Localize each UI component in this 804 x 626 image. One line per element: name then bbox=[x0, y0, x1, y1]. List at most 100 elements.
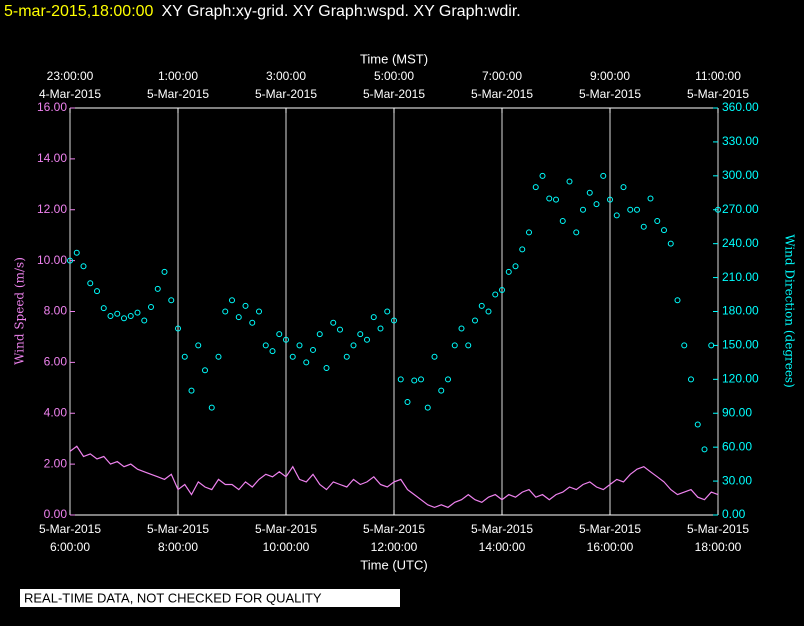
y-tick-label: 12.00 bbox=[37, 202, 67, 216]
series-point bbox=[472, 317, 478, 324]
series-point bbox=[566, 178, 573, 185]
x2-axis-title: Time (MST) bbox=[360, 51, 428, 66]
series-point bbox=[715, 206, 721, 213]
series-point bbox=[175, 325, 181, 332]
series-point bbox=[701, 446, 708, 453]
series-line bbox=[69, 445, 719, 509]
series-point bbox=[343, 353, 350, 360]
series-point bbox=[613, 212, 620, 219]
y-axis-title: Wind Speed (m/s) bbox=[13, 257, 27, 365]
y2-tick-label: 60.00 bbox=[722, 439, 752, 453]
series-point bbox=[256, 308, 262, 315]
series-point bbox=[364, 336, 370, 343]
series-point bbox=[485, 308, 492, 315]
series-point bbox=[505, 268, 512, 275]
series-point bbox=[127, 313, 134, 320]
y2-tick-label: 90.00 bbox=[722, 405, 752, 419]
series-point bbox=[620, 184, 627, 191]
header-time: 5-mar-2015,18:00:00 bbox=[4, 3, 154, 20]
series-point bbox=[67, 257, 73, 264]
series-point bbox=[546, 195, 553, 202]
series-point bbox=[634, 206, 640, 213]
x2-tick-date: 5-Mar-2015 bbox=[687, 87, 749, 101]
x-tick-date: 5-Mar-2015 bbox=[579, 522, 641, 536]
series-point bbox=[681, 342, 688, 349]
x2-tick-date: 5-Mar-2015 bbox=[471, 87, 533, 101]
series-point bbox=[330, 319, 337, 326]
series-point bbox=[168, 297, 175, 304]
series-point bbox=[418, 376, 424, 383]
x-tick-label: 16:00:00 bbox=[587, 540, 634, 554]
series-point bbox=[384, 308, 391, 315]
series-point bbox=[607, 196, 613, 203]
x-tick-date: 5-Mar-2015 bbox=[471, 522, 533, 536]
y2-tick-label: 300.00 bbox=[722, 168, 759, 182]
series-point bbox=[580, 206, 586, 213]
series-point bbox=[667, 240, 674, 247]
series-point bbox=[458, 325, 465, 332]
series-point bbox=[269, 348, 276, 355]
series-point bbox=[235, 314, 242, 321]
series-point bbox=[154, 285, 161, 292]
series-point bbox=[499, 287, 505, 294]
x-tick-date: 5-Mar-2015 bbox=[147, 522, 209, 536]
series-point bbox=[694, 421, 701, 428]
y2-tick-label: 240.00 bbox=[722, 236, 759, 250]
series-point bbox=[283, 336, 289, 343]
note: REAL-TIME DATA, NOT CHECKED FOR QUALITY bbox=[24, 590, 322, 605]
series-point bbox=[424, 404, 431, 411]
series-point bbox=[249, 319, 256, 326]
series-point bbox=[161, 268, 168, 275]
header: 5-mar-2015,18:00:00 XY Graph:xy-grid. XY … bbox=[4, 3, 521, 20]
series-point bbox=[377, 325, 384, 332]
series-point bbox=[357, 331, 364, 338]
y2-tick-label: 210.00 bbox=[722, 270, 759, 284]
y2-tick-label: 30.00 bbox=[722, 473, 752, 487]
series-point bbox=[316, 331, 323, 338]
y-tick-label: 14.00 bbox=[37, 151, 67, 165]
series-point bbox=[688, 376, 694, 383]
x2-tick-label: 3:00:00 bbox=[266, 69, 306, 83]
series-point bbox=[148, 303, 154, 310]
x2-tick-label: 23:00:00 bbox=[47, 69, 94, 83]
series-point bbox=[647, 195, 654, 202]
x2-tick-label: 1:00:00 bbox=[158, 69, 198, 83]
y-tick-label: 0.00 bbox=[44, 507, 68, 521]
series-point bbox=[391, 317, 397, 324]
x2-tick-date: 5-Mar-2015 bbox=[579, 87, 641, 101]
series-point bbox=[512, 263, 519, 270]
series-point bbox=[94, 288, 100, 295]
series-point bbox=[573, 229, 580, 236]
y-tick-label: 4.00 bbox=[44, 405, 68, 419]
series-point bbox=[195, 342, 202, 349]
x-tick-date: 5-Mar-2015 bbox=[363, 522, 425, 536]
series-point bbox=[262, 342, 269, 349]
y-tick-label: 2.00 bbox=[44, 456, 68, 470]
series-point bbox=[553, 196, 559, 203]
series-point bbox=[465, 342, 472, 349]
series-point bbox=[404, 398, 411, 405]
series-point bbox=[397, 376, 404, 383]
x2-tick-label: 5:00:00 bbox=[374, 69, 414, 83]
series-point bbox=[229, 297, 235, 304]
series-point bbox=[445, 376, 451, 383]
series-point bbox=[296, 342, 303, 349]
x2-tick-date: 5-Mar-2015 bbox=[363, 87, 425, 101]
series-point bbox=[350, 342, 357, 349]
x2-tick-label: 11:00:00 bbox=[695, 69, 741, 83]
x-tick-label: 6:00:00 bbox=[50, 540, 90, 554]
x-tick-label: 14:00:00 bbox=[479, 540, 526, 554]
series-point bbox=[438, 387, 445, 394]
series-point bbox=[674, 297, 681, 304]
series-point bbox=[181, 353, 188, 360]
x2-tick-label: 7:00:00 bbox=[482, 69, 522, 83]
y2-tick-label: 120.00 bbox=[722, 372, 759, 386]
series-point bbox=[586, 189, 593, 196]
series-point bbox=[100, 305, 107, 312]
series-point bbox=[215, 353, 222, 360]
x-axis-title: Time (UTC) bbox=[360, 557, 427, 572]
series-point bbox=[208, 404, 215, 411]
x2-tick-date: 5-Mar-2015 bbox=[147, 87, 209, 101]
series-point bbox=[121, 315, 127, 322]
y2-tick-label: 270.00 bbox=[722, 202, 759, 216]
